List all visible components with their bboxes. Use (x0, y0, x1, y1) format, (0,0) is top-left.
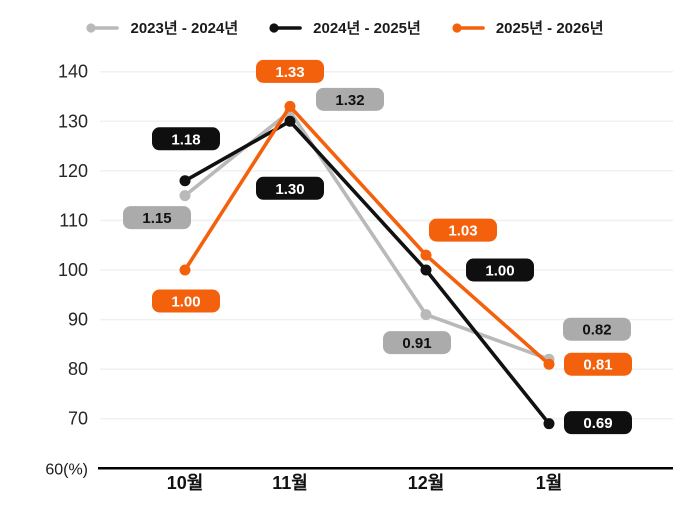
value-label: 0.91 (402, 335, 431, 352)
y-tick-label: 100 (58, 260, 88, 280)
value-label-pill (316, 87, 384, 111)
value-label-pill (563, 317, 631, 341)
value-label: 1.03 (448, 223, 477, 240)
data-point (284, 115, 296, 127)
value-label-pill (383, 331, 451, 355)
value-label: 0.81 (583, 357, 612, 374)
x-axis-label: 11월 (272, 473, 308, 493)
data-point (179, 190, 191, 202)
legend-line-dot-icon (451, 22, 487, 34)
y-tick-label: 70 (68, 409, 88, 429)
legend-line-dot-icon (85, 22, 121, 34)
value-label: 1.30 (275, 181, 304, 198)
legend-line-dot-icon (268, 22, 304, 34)
y-tick-label: 120 (58, 161, 88, 181)
y-tick-label: 90 (68, 310, 88, 330)
x-axis-label: 10월 (167, 473, 204, 493)
data-point (543, 358, 555, 370)
legend-label: 2023년 - 2024년 (130, 20, 239, 37)
x-axis-label: 12월 (408, 473, 445, 493)
legend-label: 2025년 - 2026년 (495, 20, 604, 37)
value-label-pill (256, 59, 324, 83)
series-line-0 (183, 109, 551, 362)
value-label-pill (152, 127, 220, 151)
legend-label: 2024년 - 2025년 (313, 20, 421, 37)
y-tick-label: 140 (58, 62, 88, 82)
value-label-pill (429, 218, 497, 242)
value-label: 1.00 (171, 294, 200, 311)
value-label-pill (123, 206, 191, 230)
value-label: 0.82 (582, 322, 611, 339)
value-label: 1.00 (485, 263, 514, 280)
y-tick-label: 130 (58, 111, 88, 131)
series-line-2 (183, 104, 551, 366)
value-label-pill (152, 289, 220, 313)
value-label-pill (466, 258, 534, 282)
value-label: 1.18 (171, 131, 200, 148)
data-point (179, 264, 191, 276)
value-label: 1.32 (335, 92, 364, 109)
y-tick-label: 80 (68, 359, 88, 379)
data-point (420, 309, 432, 321)
value-label: 1.33 (275, 64, 304, 81)
legend-item-2024-2025[interactable]: 2024년 - 2025년 (268, 17, 421, 38)
legend-item-2023-2024[interactable]: 2023년 - 2024년 (85, 17, 238, 38)
y-axis-origin-label: 60(%) (45, 461, 88, 478)
y-tick-label: 110 (59, 210, 88, 230)
value-label-pill (256, 176, 324, 200)
data-point (284, 100, 296, 112)
chart-legend: 2023년 - 2024년 2024년 - 2025년 2025년 - 2026… (0, 17, 689, 38)
x-axis-label: 1월 (536, 473, 563, 493)
value-label: 0.69 (583, 415, 612, 432)
data-point (420, 264, 432, 276)
data-point (179, 175, 191, 187)
value-label-pill (564, 411, 632, 435)
value-label: 1.15 (142, 210, 171, 227)
series-line-1 (183, 119, 551, 426)
data-point (543, 418, 555, 430)
legend-item-2025-2026[interactable]: 2025년 - 2026년 (451, 17, 604, 38)
value-label-pill (564, 352, 632, 376)
data-point (420, 249, 432, 261)
